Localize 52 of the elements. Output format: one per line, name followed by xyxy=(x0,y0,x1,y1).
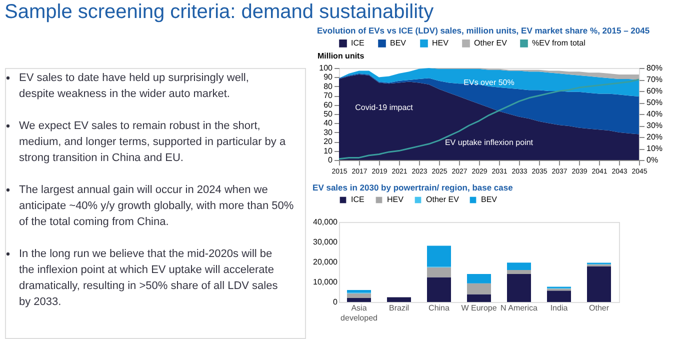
text: Sample screening criteria: demand sustainability xyxy=(4,1,434,23)
y-tick-label: 20 xyxy=(324,137,334,146)
legend-label: ICE xyxy=(351,195,364,204)
annotation: EVs over 50% xyxy=(464,78,514,87)
chart-title: EV sales in 2030 by powertrain/ region, base case xyxy=(312,182,514,192)
x-tick-label: W Europe xyxy=(461,304,498,312)
text: The largest annual gain will occur in 2024 when we anticipate ~40% y/y growth globally, with more than 50% of the total coming from China. xyxy=(19,184,294,228)
legend-label: Other EV xyxy=(474,38,508,48)
x-tick-label: India xyxy=(550,304,568,312)
x-tick-label: Asia developed xyxy=(340,304,378,322)
legend-label: Other EV xyxy=(426,195,460,204)
x-tick-label: China xyxy=(428,304,450,312)
legend-label: ICE xyxy=(351,38,364,48)
y-tick-label: 10 xyxy=(324,146,334,156)
y-tick-label: 90 xyxy=(324,72,334,82)
annotation: EV uptake inflexion point xyxy=(444,138,534,147)
y-tick-label: 30 xyxy=(324,128,334,137)
legend-label: HEV xyxy=(387,195,404,204)
y-tick-label: 20,000 xyxy=(313,258,338,266)
y-tick-label: 50 xyxy=(324,110,334,118)
legend-label: BEV xyxy=(481,195,498,204)
y2-tick-label: 10% xyxy=(646,144,663,153)
y-tick-label: 70 xyxy=(324,91,334,100)
y2-tick-label: 40% xyxy=(646,110,663,118)
legend-label: %EV from total xyxy=(532,38,586,48)
legend-label: BEV xyxy=(390,38,407,48)
text: We expect EV sales to remain robust in the short, medium, and longer terms, supported in particular by a strong transition in China and EU. xyxy=(19,120,286,164)
x-tick-label: Other xyxy=(588,304,610,312)
y-tick-label: 0 xyxy=(328,156,334,164)
text: EV sales to date have held up surprisingly well, despite weakness in the wider auto market. xyxy=(19,72,249,100)
y-tick-label: 100 xyxy=(319,64,334,72)
y2-tick-label: 50% xyxy=(646,98,663,107)
y-tick-label: 0 xyxy=(333,298,338,306)
y2-tick-label: 30% xyxy=(646,121,663,130)
text: In the long run we believe that the mid-2020s will be the inflexion point at which EV uptake will accelerate dramatically, resulting in >50% share of all LDV sales by 2033. xyxy=(19,248,278,308)
x-tick-label: N America xyxy=(500,304,538,312)
chart-title: Evolution of EVs vs ICE (LDV) sales, million units, EV market share %, 2015 – 2045 xyxy=(317,26,650,36)
y2-tick-label: 20% xyxy=(646,132,663,142)
y-tick-label: 40 xyxy=(324,118,334,128)
x-tick-label: Brazil xyxy=(388,304,410,312)
y2-tick-label: 0% xyxy=(646,156,658,164)
y-tick-label: 10,000 xyxy=(313,278,338,286)
y2-tick-label: 60% xyxy=(646,86,663,96)
y2-tick-label: 80% xyxy=(646,64,663,72)
annotation: Covid-19 impact xyxy=(355,103,414,112)
y-tick-label: 60 xyxy=(324,100,334,110)
y-tick-label: 40,000 xyxy=(313,218,338,226)
y-tick-label: 80 xyxy=(324,82,334,91)
y2-tick-label: 70% xyxy=(646,75,663,84)
legend-label: HEV xyxy=(432,38,450,48)
y-tick-label: 30,000 xyxy=(313,238,338,246)
y-axis-title: Million units xyxy=(318,52,365,60)
